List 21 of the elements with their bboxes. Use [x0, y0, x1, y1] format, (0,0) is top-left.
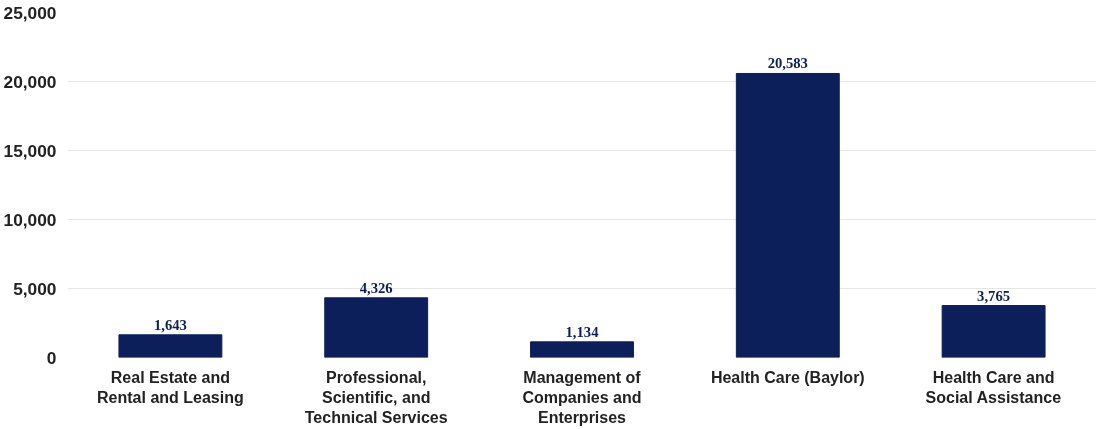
data-label: 3,765	[977, 287, 1011, 304]
y-tick-label: 10,000	[3, 209, 57, 230]
y-tick-label: 0	[46, 347, 57, 368]
bar	[118, 334, 223, 358]
bar	[530, 341, 634, 358]
data-label: 20,583	[767, 55, 808, 72]
x-tick-label: Management of Companies and Enterprises	[522, 368, 642, 427]
x-tick-label: Health Care (Baylor)	[710, 368, 865, 386]
y-tick-label: 25,000	[3, 2, 57, 23]
x-tick-label: Real Estate and Rental and Leasing	[97, 368, 244, 406]
bar	[941, 305, 1046, 358]
y-tick-label: 5,000	[13, 278, 57, 299]
x-tick-label: Professional, Scientific, and Technical Services	[304, 368, 448, 427]
data-label: 1,134	[565, 323, 600, 340]
data-label: 4,326	[359, 279, 393, 296]
x-tick-label: Health Care and Social Assistance	[925, 368, 1062, 406]
bar	[324, 297, 429, 358]
data-label: 1,643	[153, 316, 187, 333]
y-tick-label: 15,000	[3, 140, 57, 161]
bar	[735, 72, 840, 358]
y-tick-label: 20,000	[3, 71, 57, 92]
